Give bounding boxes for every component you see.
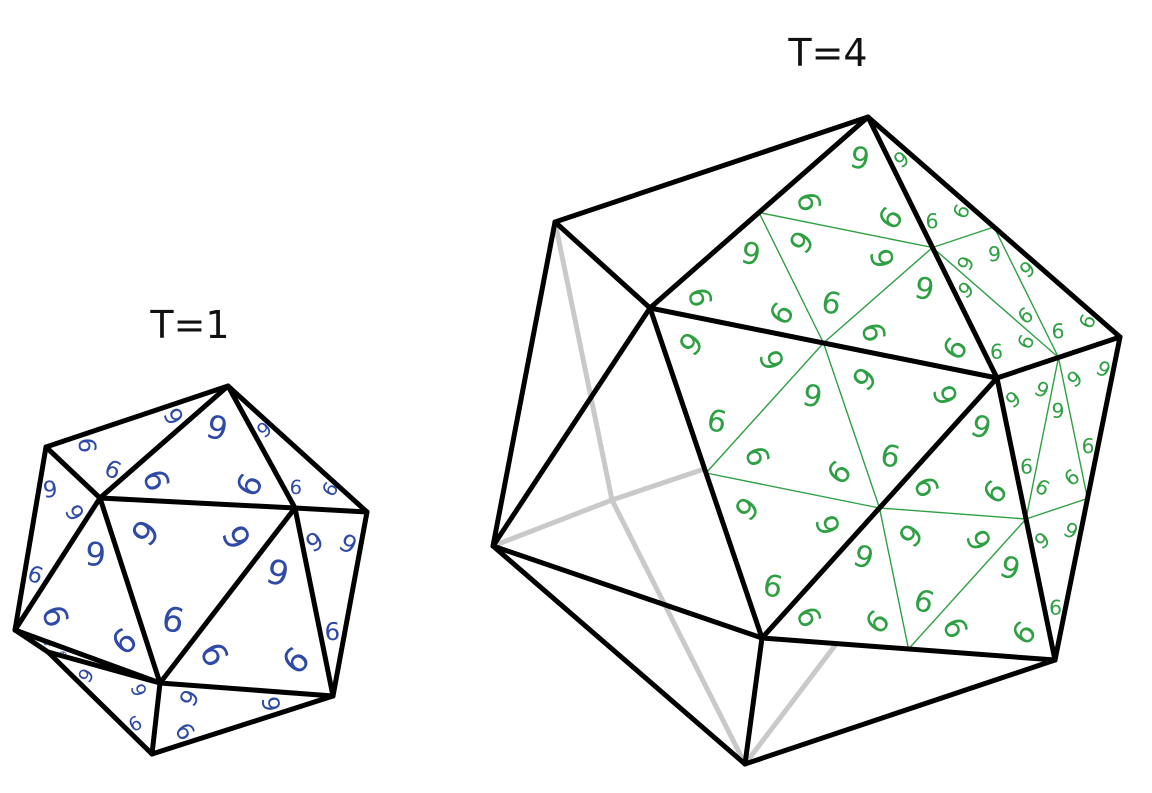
capsid-edge [490,543,748,767]
protein-subunit-glyph: 6 [324,617,340,646]
protein-subunit-glyph: 6 [990,340,1004,364]
capsid-edge [292,505,370,515]
capsid-edge [759,375,1000,641]
face-fill [650,308,997,638]
subunit-divider [1025,357,1060,520]
capsid-edge [490,219,558,549]
protein-subunit-glyph: 6 [1051,319,1065,343]
protein-subunit-glyph: 6 [1020,454,1033,478]
protein-subunit-glyph: 6 [1051,398,1064,422]
capsid-edge [994,334,1123,381]
face-fill [152,683,333,754]
protein-subunit-glyph: 6 [42,474,59,501]
protein-subunit-glyph: 6 [1081,434,1094,458]
face-fill [295,508,367,696]
face-fill [100,498,295,683]
subunit-divider [878,507,910,650]
capsid-edge [647,305,1000,381]
capsid-edge [742,635,765,767]
face-fill [46,386,228,498]
subunit-divider [758,211,933,249]
face-fill [160,508,333,696]
face-fill [997,337,1120,660]
capsid-edge [43,444,103,501]
capsid-edge [12,495,103,633]
capsid-edge [865,114,1123,340]
capsid-edge [97,495,298,511]
capsid-edge [97,383,231,501]
capsid-edge [43,383,231,450]
capsid-face: 666 [15,498,160,683]
subunit-divider [705,472,880,509]
capsid-edge [149,680,163,757]
capsid-edge [225,383,370,515]
hidden-edge [552,219,615,503]
t1-label: T=1 [149,303,229,347]
hidden-edge [490,497,615,549]
subunit-divider [879,507,1027,520]
capsid-edge [490,543,765,641]
face-fill [15,498,160,683]
capsid-face: 666 [15,447,100,630]
capsid-edge [865,114,1000,381]
protein-subunit-glyph: 6 [925,209,939,233]
capsid-edge [490,305,653,549]
face-fill [762,378,1055,660]
capsid-edge [45,649,155,757]
protein-subunit-glyph: 6 [84,533,108,573]
capsid-edge [292,505,336,699]
capsid-edge [994,375,1058,663]
capsid-face: 666 [46,386,228,498]
protein-subunit-glyph: 6 [73,437,102,453]
face-fill [650,117,997,378]
capsid-edge [97,495,163,686]
capsid-edge [45,649,163,686]
capsid-edge [12,444,49,633]
t4-label: T=4 [787,31,867,75]
protein-subunit-glyph: 6 [289,476,302,500]
capsid-edge [759,635,1058,663]
capsid-edge [157,680,336,699]
capsid-edge [225,383,298,511]
subunit-divider [823,246,933,344]
capsid-edge [647,305,765,641]
protein-subunit-glyph: 6 [257,695,287,713]
subunit-divider [993,226,1060,358]
capsid-edge [1052,334,1123,663]
capsid-edge [552,219,653,311]
capsid-edge [647,114,871,311]
capsid-edge [330,509,370,699]
face-fill [100,386,295,508]
subunit-divider [758,212,825,344]
subunit-divider [1057,357,1089,499]
subunit-divider [932,246,1059,359]
protein-subunit-glyph: 6 [988,241,1002,265]
subunit-divider [907,518,1027,650]
hidden-edge [609,497,748,767]
face-fill [868,117,1120,378]
capsid-edge [157,505,298,686]
capsid-edge [742,657,1058,767]
capsid-edge [552,114,871,225]
subunit-divider [705,342,825,474]
subunit-divider [1025,497,1088,520]
protein-subunit-glyph: 6 [1049,595,1062,619]
subunit-divider [932,226,995,249]
subunit-divider [822,342,881,509]
capsid-edge [149,693,336,757]
face-fill [15,447,100,630]
